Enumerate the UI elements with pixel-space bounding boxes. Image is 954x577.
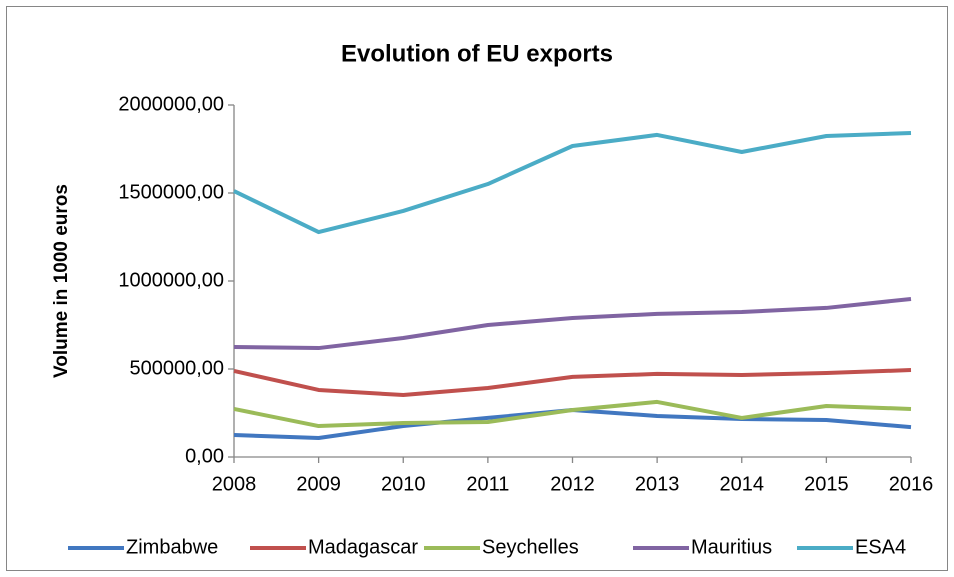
- x-tick-label: 2009: [296, 473, 341, 495]
- x-tick-label: 2011: [466, 473, 509, 495]
- legend-label: Zimbabwe: [126, 536, 218, 558]
- series-line: [233, 130, 912, 235]
- chart-border: [6, 6, 948, 571]
- series-line: [233, 296, 912, 351]
- x-tick-label: 2014: [720, 473, 765, 495]
- x-tick-label: 2016: [889, 473, 934, 495]
- x-tick-label: 2012: [550, 473, 595, 495]
- x-tick-label: 2008: [212, 473, 257, 495]
- x-tick-label: 2010: [381, 473, 426, 495]
- x-tick-label: 2013: [635, 473, 680, 495]
- y-tick-label: 500000,00: [129, 357, 224, 379]
- legend-label: Mauritius: [691, 536, 772, 558]
- legend-label: Seychelles: [482, 536, 579, 558]
- y-tick-label: 0,00: [185, 445, 224, 467]
- x-tick-label: 2015: [804, 473, 849, 495]
- y-axis-title: Volume in 1000 euros: [51, 184, 72, 378]
- series-line: [233, 368, 912, 398]
- chart-title: Evolution of EU exports: [341, 40, 613, 67]
- y-tick-label: 2000000,00: [118, 93, 224, 115]
- series-line: [233, 399, 912, 429]
- legend-label: ESA4: [855, 536, 906, 558]
- legend-label: Madagascar: [308, 536, 418, 558]
- y-tick-label: 1000000,00: [118, 269, 224, 291]
- y-tick-label: 1500000,00: [118, 181, 224, 203]
